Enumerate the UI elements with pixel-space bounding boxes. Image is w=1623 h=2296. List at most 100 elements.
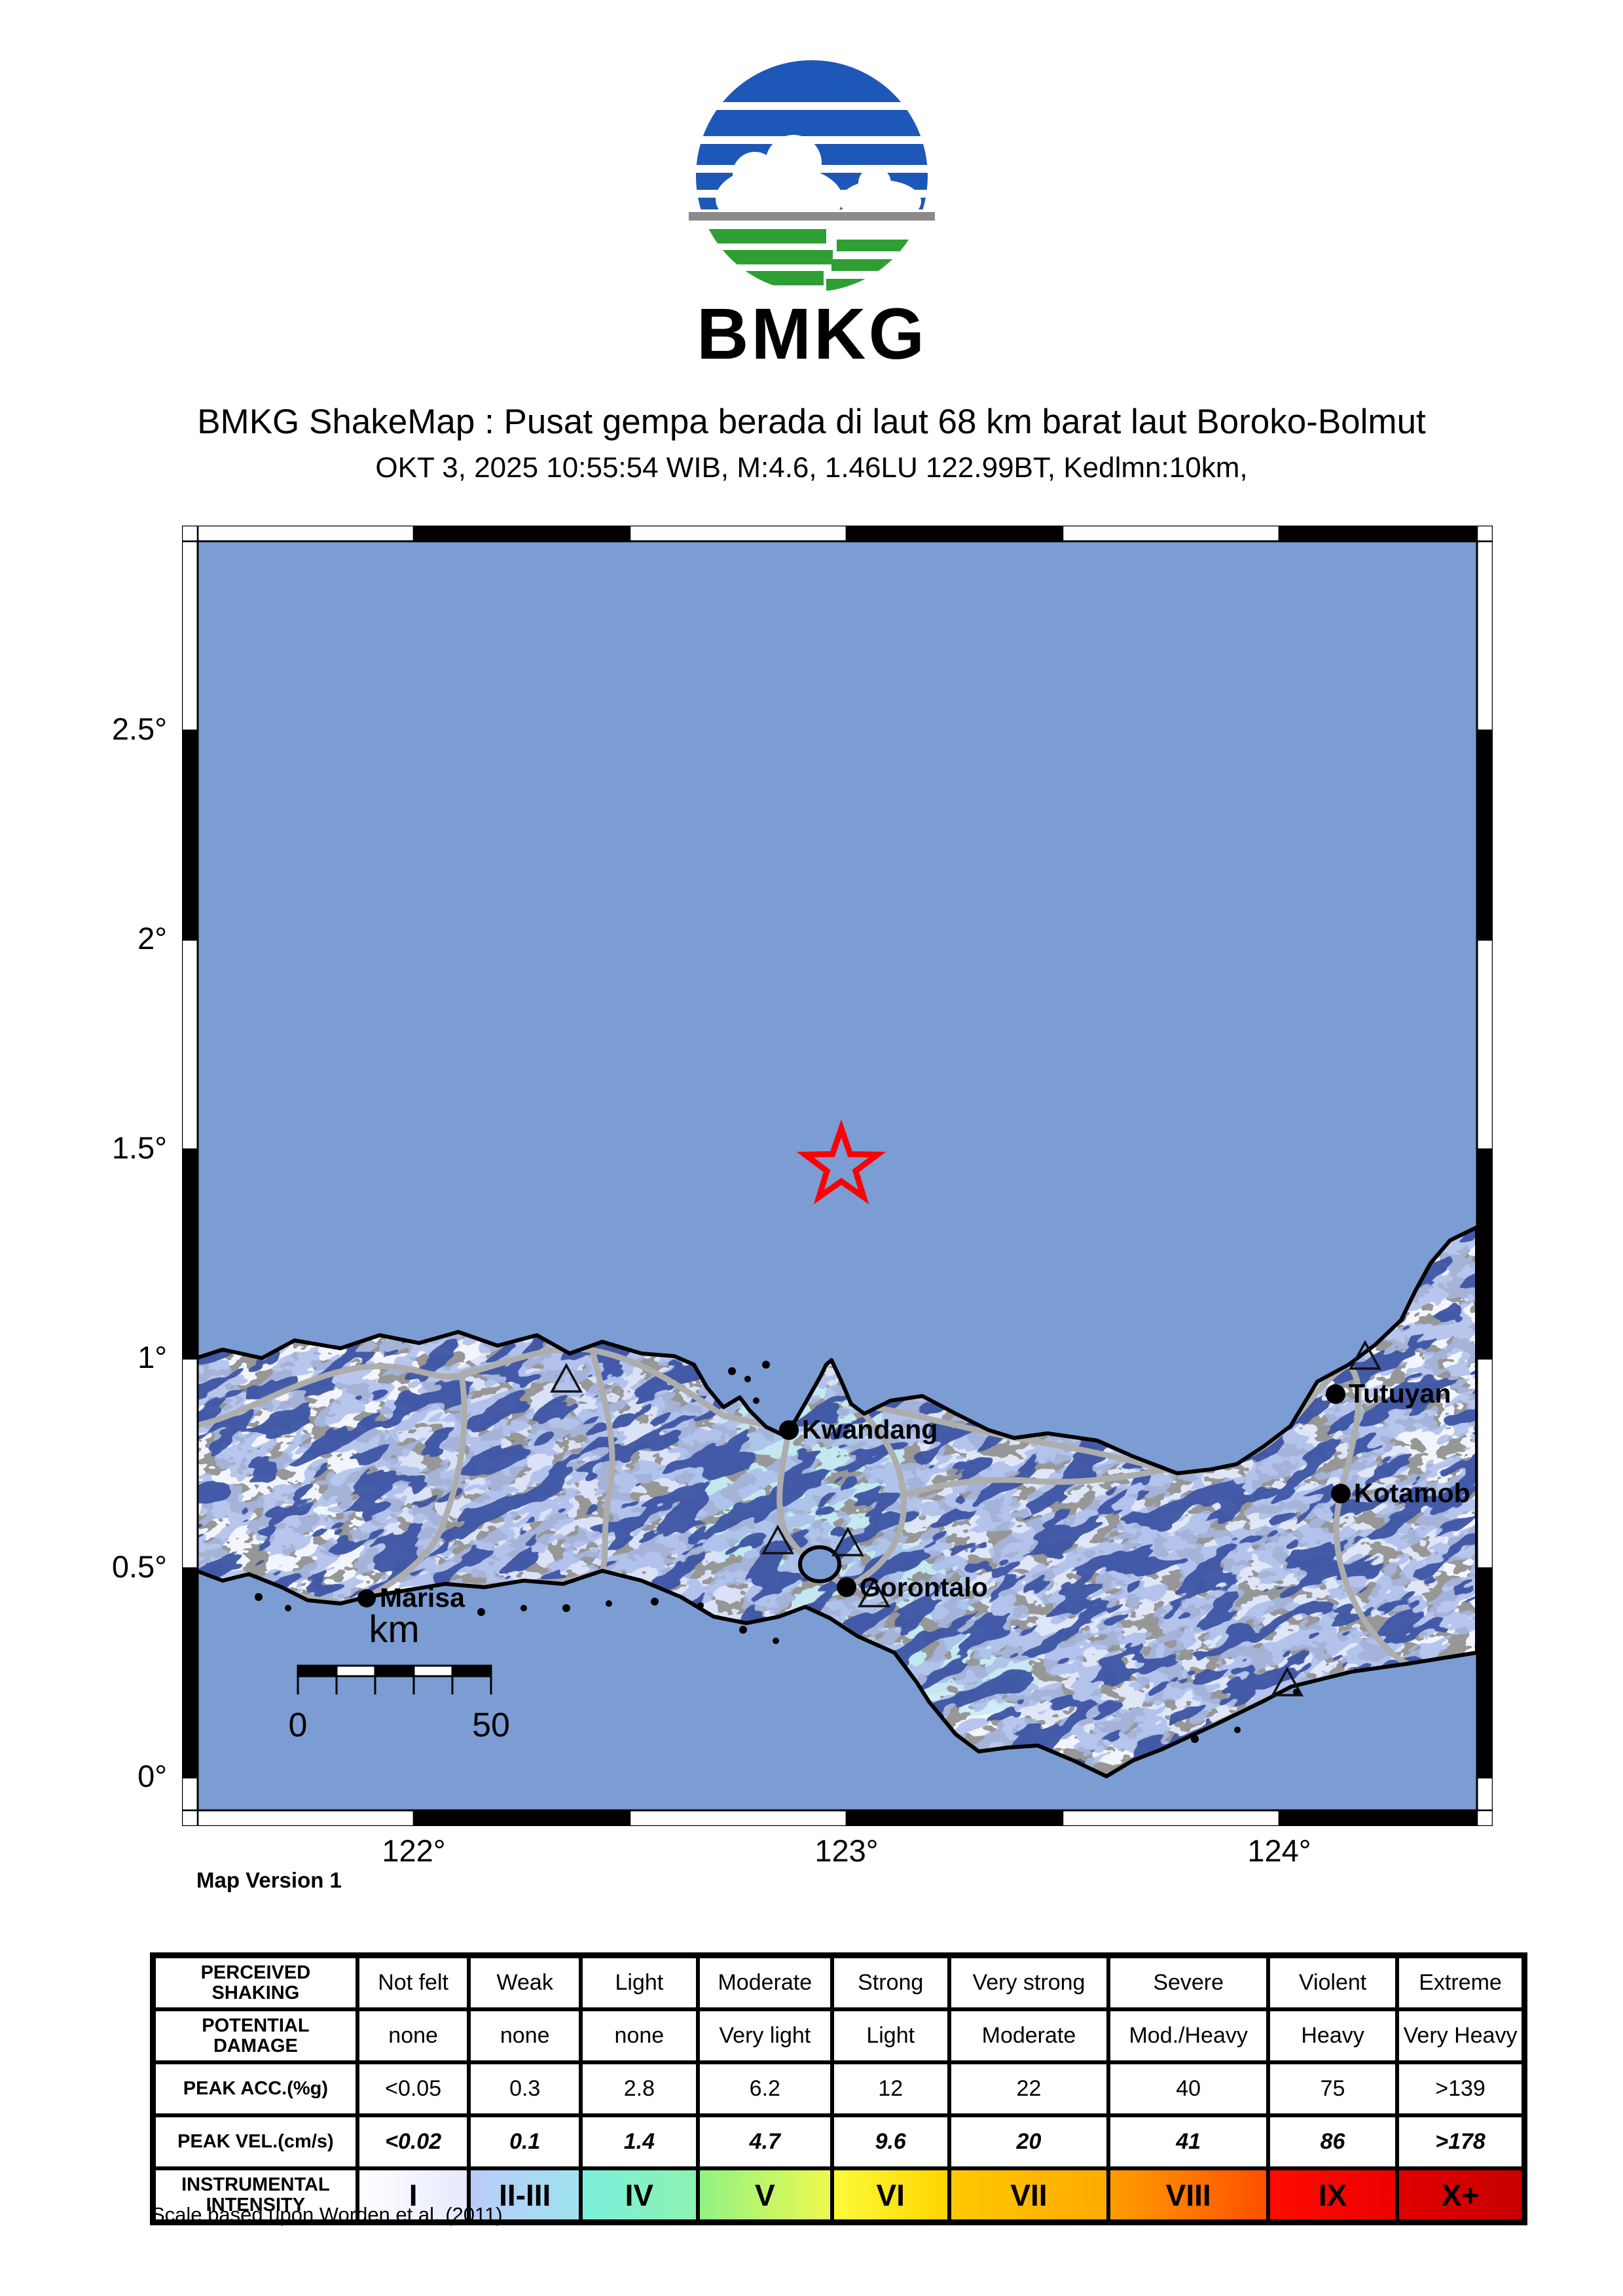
intensity-cell-5: VII xyxy=(951,2170,1111,2219)
y-axis-label-1-5: 1.5° xyxy=(111,1130,167,1165)
table-cell: Strong xyxy=(834,1958,951,2007)
table-cell: Violent xyxy=(1270,1958,1400,2007)
table-cell: 40 xyxy=(1110,2064,1271,2113)
table-cell: 75 xyxy=(1270,2064,1400,2113)
y-axis-label-2: 2° xyxy=(137,921,167,956)
table-cell: Moderate xyxy=(700,1958,834,2007)
station-triangle-icon xyxy=(550,1363,583,1393)
table-cell: 0.3 xyxy=(471,2064,583,2113)
x-axis-label-124: 124° xyxy=(1247,1833,1311,1868)
bmkg-logo: BMKG xyxy=(689,60,935,367)
table-cell: <0.05 xyxy=(359,2064,471,2113)
city-dot-gorontalo xyxy=(837,1577,856,1597)
row-label: POTENTIAL DAMAGE xyxy=(156,2011,359,2060)
map-version-label: Map Version 1 xyxy=(196,1868,342,1892)
intensity-cell-8: X+ xyxy=(1399,2170,1522,2219)
lake-limboto xyxy=(798,1545,841,1583)
table-cell: 86 xyxy=(1270,2117,1400,2166)
map-frame xyxy=(182,526,1493,1826)
city-markers: Kwandang Gorontalo Marisa Tutuyan Kotamo… xyxy=(357,1378,1470,1613)
islets xyxy=(255,1361,1300,1743)
table-cell: 22 xyxy=(951,2064,1111,2113)
station-triangle-icon xyxy=(858,1577,890,1607)
table-row-peak-vel: PEAK VEL.(cm/s) <0.02 0.1 1.4 4.7 9.6 20… xyxy=(156,2117,1522,2170)
table-cell: none xyxy=(359,2011,471,2060)
intensity-cell-2: IV xyxy=(583,2170,700,2219)
table-cell: 9.6 xyxy=(834,2117,951,2166)
table-cell: none xyxy=(583,2011,700,2060)
y-axis-label-1: 1° xyxy=(137,1340,167,1374)
page-subtitle: OKT 3, 2025 10:55:54 WIB, M:4.6, 1.46LU … xyxy=(375,452,1248,484)
table-cell: 1.4 xyxy=(583,2117,700,2166)
table-cell: Light xyxy=(583,1958,700,2007)
table-cell: >139 xyxy=(1435,2076,1486,2101)
x-axis-label-123: 123° xyxy=(814,1833,879,1868)
row-label: PERCEIVED SHAKING xyxy=(156,1958,359,2007)
station-triangle-icon xyxy=(831,1526,864,1556)
darkblue-terrain-texture xyxy=(196,1227,1477,1776)
seismic-station-markers xyxy=(550,1340,1381,1696)
city-dot-kwandang xyxy=(779,1420,799,1440)
table-cell: Heavy xyxy=(1270,2011,1400,2060)
epicenter-star-icon xyxy=(796,1119,886,1205)
city-label-kotamobagu: Kotamob xyxy=(1354,1478,1470,1508)
table-row-perceived-shaking: PERCEIVED SHAKING Not felt Weak Light Mo… xyxy=(156,1958,1522,2011)
city-label-kwandang: Kwandang xyxy=(802,1414,938,1444)
page-title: BMKG ShakeMap : Pusat gempa berada di la… xyxy=(197,403,1426,441)
station-triangle-icon xyxy=(1349,1340,1381,1370)
logo-horizon-bar xyxy=(689,212,935,221)
table-cell: Not felt xyxy=(359,1958,471,2007)
table-cell: Light xyxy=(834,2011,951,2060)
intensity-scale-table: PERCEIVED SHAKING Not felt Weak Light Mo… xyxy=(150,1952,1527,2225)
row-label: PEAK VEL.(cm/s) xyxy=(156,2117,359,2166)
table-cell: 6.2 xyxy=(700,2064,834,2113)
row-label: PEAK ACC.(%g) xyxy=(156,2064,359,2113)
logo-wordmark: BMKG xyxy=(697,294,927,367)
station-triangle-icon xyxy=(761,1524,794,1554)
city-dot-marisa xyxy=(357,1589,376,1607)
row-label: INSTRUMENTAL INTENSITY xyxy=(156,2170,359,2219)
city-label-gorontalo: Gorontalo xyxy=(860,1572,988,1602)
intensity-cell-6: VIII xyxy=(1110,2170,1271,2219)
city-label-tutuyan: Tutuyan xyxy=(1349,1378,1451,1408)
city-dot-tutuyan xyxy=(1326,1384,1345,1404)
table-cell: none xyxy=(471,2011,583,2060)
table-cell: 2.8 xyxy=(583,2064,700,2113)
table-cell: Very Heavy xyxy=(1403,2023,1518,2048)
scale-bar-unit: km xyxy=(369,1608,419,1651)
intensity-cell-7: IX xyxy=(1270,2170,1400,2219)
city-label-marisa: Marisa xyxy=(380,1583,465,1613)
y-axis-label-0-5: 0.5° xyxy=(111,1549,167,1584)
intensity-cell-4: VI xyxy=(833,2170,951,2219)
intensity-cell-3: V xyxy=(699,2170,834,2219)
table-cell: <0.02 xyxy=(359,2117,471,2166)
shakemap-canvas: Kwandang Gorontalo Marisa Tutuyan Kotamo… xyxy=(182,526,1493,1826)
table-cell: Weak xyxy=(471,1958,583,2007)
scale-bar-end: 50 xyxy=(472,1706,510,1744)
table-footnote: Scale based upon Worden et al. (2011) xyxy=(151,2203,503,2226)
y-axis-label-0: 0° xyxy=(137,1759,167,1793)
station-triangle-icon xyxy=(1271,1666,1304,1696)
table-cell: 12 xyxy=(834,2064,951,2113)
table-cell: 0.1 xyxy=(471,2117,583,2166)
table-cell: 4.7 xyxy=(700,2117,834,2166)
table-cell: 41 xyxy=(1110,2117,1271,2166)
table-row-instrumental-intensity: INSTRUMENTAL INTENSITY I II-III IV V VI … xyxy=(156,2170,1522,2219)
table-cell: Mod./Heavy xyxy=(1110,2011,1271,2060)
intensity-cell-0: I xyxy=(359,2170,471,2219)
y-axis-label-2-5: 2.5° xyxy=(111,711,167,746)
table-cell: Very light xyxy=(700,2011,834,2060)
intensity-cell-1: II-III xyxy=(471,2170,583,2219)
table-cell: Extreme xyxy=(1419,1970,1502,1995)
table-cell: Severe xyxy=(1110,1958,1271,2007)
coastline xyxy=(194,1225,1479,1778)
table-cell: Moderate xyxy=(951,2011,1111,2060)
table-row-potential-damage: POTENTIAL DAMAGE none none none Very lig… xyxy=(156,2011,1522,2064)
table-row-peak-acc: PEAK ACC.(%g) <0.05 0.3 2.8 6.2 12 22 40… xyxy=(156,2064,1522,2117)
scale-bar: km 0 50 xyxy=(289,1608,510,1744)
x-axis-label-122: 122° xyxy=(382,1833,446,1868)
table-cell: >178 xyxy=(1435,2129,1486,2154)
city-dot-kotamobagu xyxy=(1331,1484,1351,1503)
table-cell: Very strong xyxy=(951,1958,1111,2007)
